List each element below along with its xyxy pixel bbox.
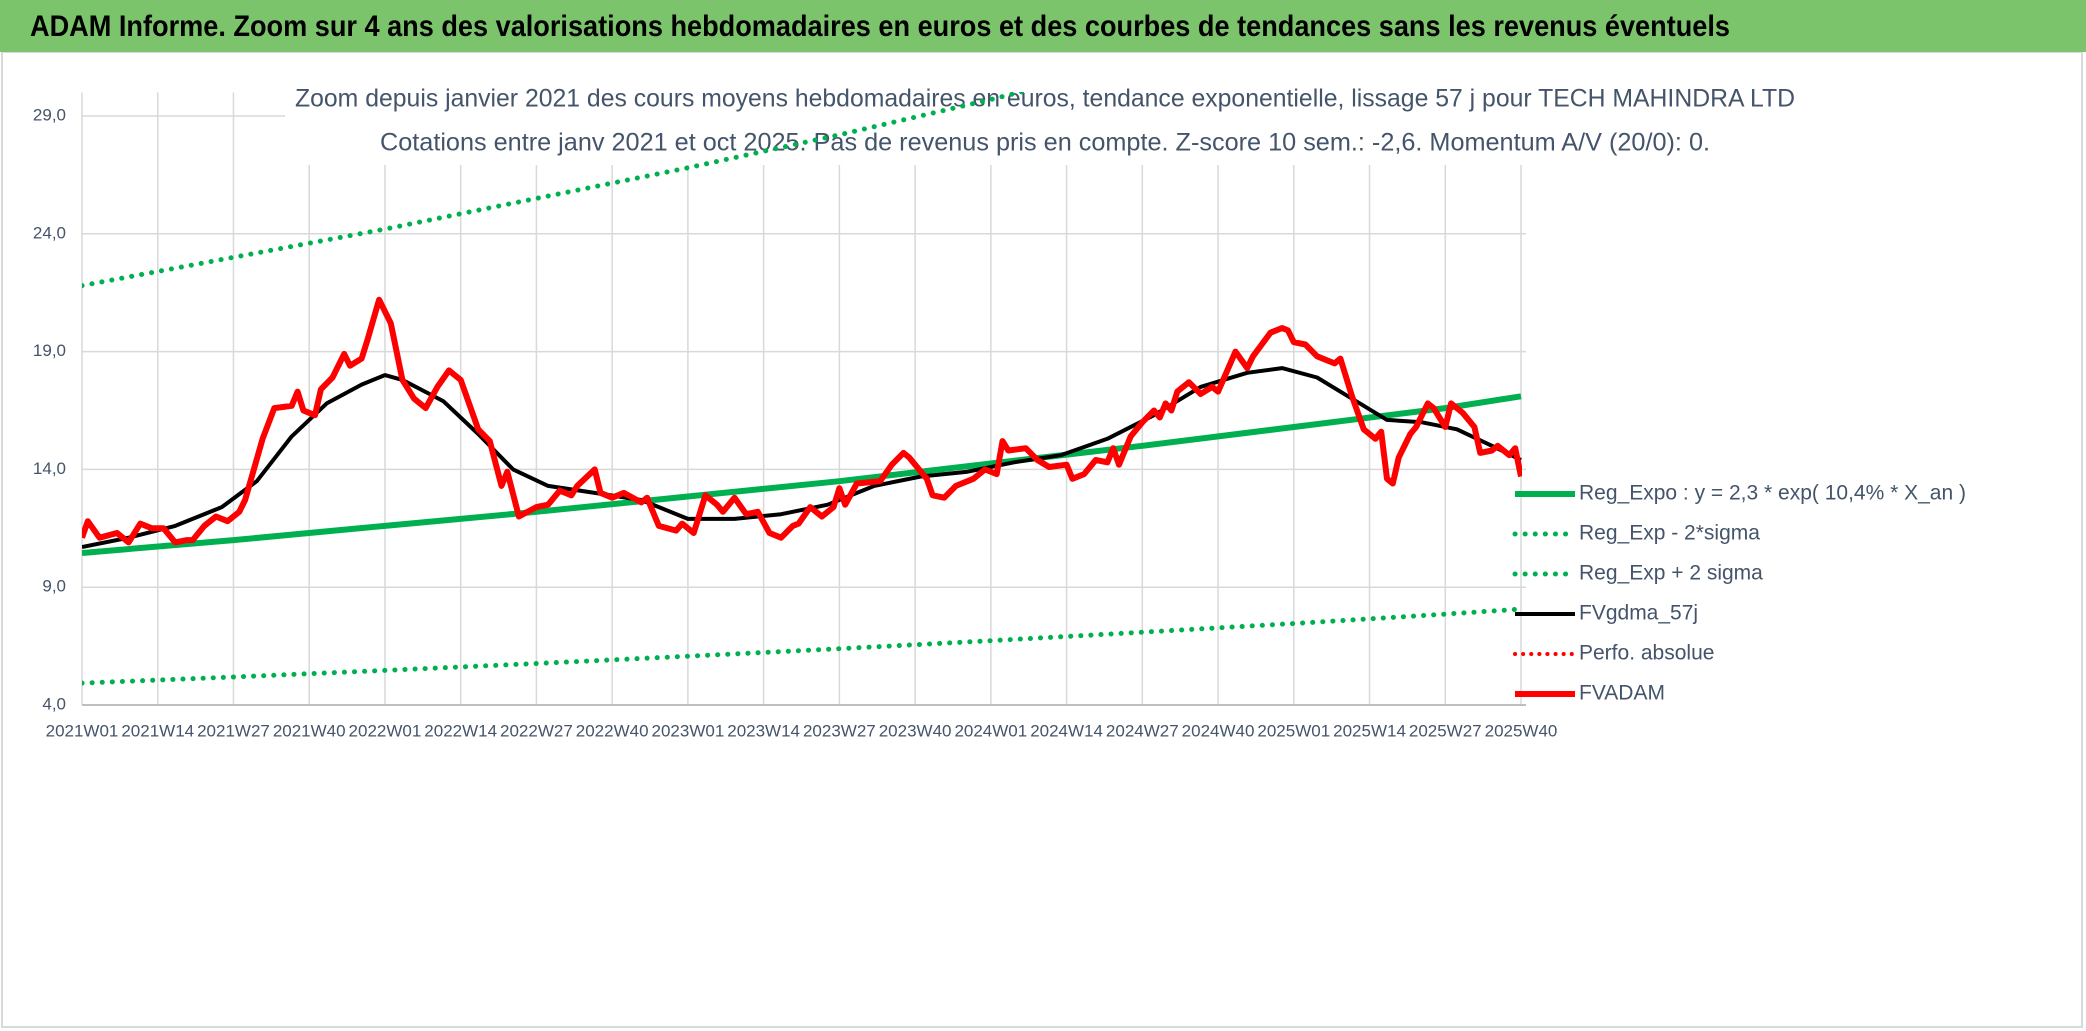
legend-label: Reg_Exp + 2 sigma <box>1579 562 1763 585</box>
x-tick-label: 2025W27 <box>1409 721 1482 740</box>
x-tick-label: 2025W14 <box>1333 721 1406 740</box>
y-tick-label: 19,0 <box>33 341 66 360</box>
x-tick-label: 2021W40 <box>273 721 346 740</box>
x-tick-label: 2023W14 <box>727 721 800 740</box>
y-tick-label: 4,0 <box>42 694 66 713</box>
title-bar <box>0 0 2086 52</box>
series-line <box>82 393 1522 556</box>
x-tick-label: 2024W40 <box>1182 721 1255 740</box>
series-line <box>82 296 1522 546</box>
title-bg <box>285 75 1795 165</box>
x-tick-label: 2021W27 <box>197 721 270 740</box>
x-tick-label: 2022W01 <box>349 721 422 740</box>
x-tick-label: 2022W14 <box>424 721 497 740</box>
y-tick-label: 24,0 <box>33 223 66 242</box>
x-tick-label: 2025W40 <box>1485 721 1558 740</box>
legend-label: FVgdma_57j <box>1579 602 1698 625</box>
legend-label: Reg_Expo : y = 2,3 * exp( 10,4% * X_an ) <box>1579 482 1966 505</box>
chart-subtitle: Cotations entre janv 2021 et oct 2025. P… <box>380 129 1710 157</box>
chart-title: Zoom depuis janvier 2021 des cours moyen… <box>295 85 1795 113</box>
y-tick-label: 14,0 <box>33 459 66 478</box>
x-tick-label: 2022W40 <box>576 721 649 740</box>
x-tick-label: 2023W27 <box>803 721 876 740</box>
x-tick-label: 2024W01 <box>954 721 1027 740</box>
x-tick-label: 2021W14 <box>121 721 194 740</box>
y-tick-label: 29,0 <box>33 105 66 124</box>
x-tick-label: 2023W01 <box>652 721 725 740</box>
x-tick-label: 2021W01 <box>46 721 119 740</box>
series-line <box>82 366 1522 550</box>
legend-label: FVADAM <box>1579 682 1665 705</box>
page-title: ADAM Informe. Zoom sur 4 ans des valoris… <box>30 10 1730 43</box>
x-tick-label: 2023W40 <box>879 721 952 740</box>
plot-area <box>82 92 1522 686</box>
x-tick-label: 2022W27 <box>500 721 573 740</box>
legend-label: Reg_Exp - 2*sigma <box>1579 522 1760 545</box>
legend-label: Perfo. absolue <box>1579 642 1714 665</box>
x-tick-label: 2024W27 <box>1106 721 1179 740</box>
series-line <box>82 606 1522 686</box>
y-tick-label: 9,0 <box>42 577 66 596</box>
x-tick-label: 2024W14 <box>1030 721 1103 740</box>
x-tick-label: 2025W01 <box>1257 721 1330 740</box>
